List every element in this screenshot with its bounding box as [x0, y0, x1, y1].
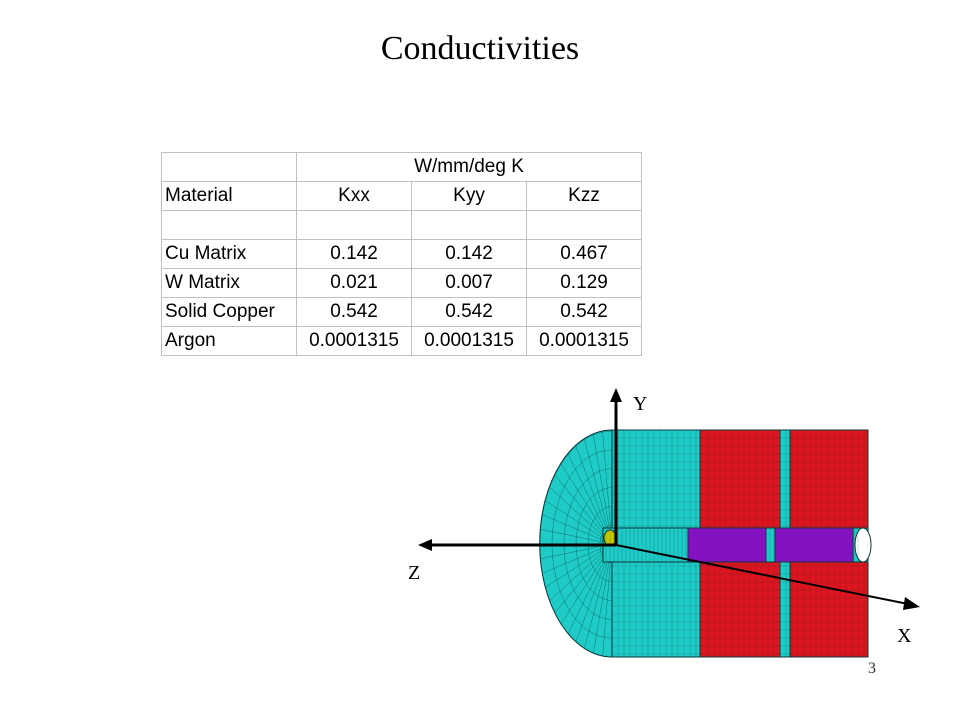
table-header-row: Material Kxx Kyy Kzz — [161, 181, 642, 211]
kzz-value: 0.542 — [526, 297, 642, 327]
kyy-value: 0.0001315 — [411, 326, 527, 356]
z-axis-arrow — [418, 539, 432, 551]
material-name: W Matrix — [161, 268, 297, 298]
conductivity-table: W/mm/deg K Material Kxx Kyy Kzz Cu Matri… — [161, 152, 642, 356]
kxx-value: 0.0001315 — [296, 326, 412, 356]
table-cell — [161, 152, 297, 182]
kyy-value: 0.142 — [411, 239, 527, 269]
table-cell — [296, 210, 412, 240]
x-axis-line — [615, 544, 909, 605]
table-cell — [526, 210, 642, 240]
table-row: W Matrix 0.021 0.007 0.129 — [161, 268, 642, 298]
x-axis-label: X — [897, 625, 912, 647]
material-name: Cu Matrix — [161, 239, 297, 269]
page-title: Conductivities — [380, 30, 580, 67]
material-name: Argon — [161, 326, 297, 356]
kyy-value: 0.007 — [411, 268, 527, 298]
kzz-value: 0.467 — [526, 239, 642, 269]
y-axis-arrow — [610, 388, 622, 402]
purple-tube — [687, 527, 767, 563]
coordinate-axes — [418, 388, 920, 610]
table-row: Argon 0.0001315 0.0001315 0.0001315 — [161, 326, 642, 356]
page-number: 3 — [868, 660, 876, 677]
table-row: Cu Matrix 0.142 0.142 0.467 — [161, 239, 642, 269]
bore-end — [854, 527, 872, 563]
y-axis-label: Y — [633, 393, 648, 415]
unit-header: W/mm/deg K — [296, 152, 642, 182]
kyy-value: 0.542 — [411, 297, 527, 327]
z-axis-label: Z — [408, 562, 421, 584]
kzz-value: 0.0001315 — [526, 326, 642, 356]
kxx-value: 0.142 — [296, 239, 412, 269]
table-row: Solid Copper 0.542 0.542 0.542 — [161, 297, 642, 327]
kxx-value: 0.021 — [296, 268, 412, 298]
x-axis-arrow — [903, 597, 920, 610]
table-row: W/mm/deg K — [161, 152, 642, 182]
